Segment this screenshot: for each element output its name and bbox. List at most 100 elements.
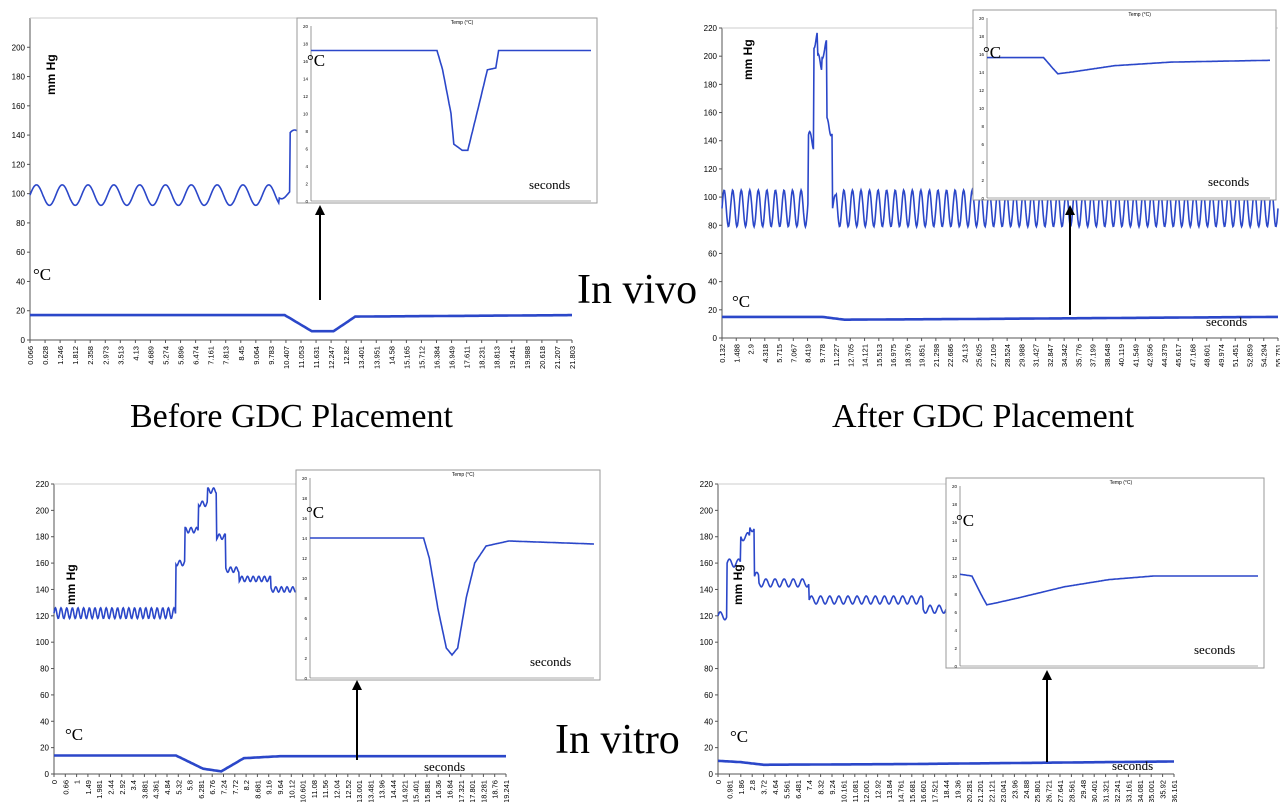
y-tick-label: 200: [12, 43, 26, 52]
x-tick-label: 9.16: [265, 780, 274, 795]
x-tick-label: 16.949: [448, 346, 457, 369]
x-tick-label: 45.617: [1174, 344, 1183, 367]
x-tick-label: 12.52: [344, 780, 353, 799]
x-tick-label: 13.001: [355, 780, 364, 802]
in-vitro-label: In vitro: [555, 717, 680, 763]
y-tick-label: 160: [700, 559, 714, 568]
x-tick-label: 14.921: [400, 780, 409, 802]
inset-y-tick-label: 8: [305, 129, 308, 134]
inset-seconds-label: seconds: [1208, 174, 1249, 189]
x-tick-label: 5.32: [174, 780, 183, 795]
x-tick-label: 18.76: [491, 780, 500, 799]
x-tick-label: 49.974: [1217, 344, 1226, 367]
x-tick-label: 13.84: [885, 780, 894, 799]
inset-y-tick-label: 16: [302, 516, 308, 521]
y-tick-label: 220: [700, 480, 714, 489]
x-tick-label: 1.86: [737, 780, 746, 795]
x-tick-label: 10.601: [299, 780, 308, 802]
x-tick-label: 29.48: [1079, 780, 1088, 799]
inset-y-tick-label: 20: [979, 16, 985, 21]
inset-y-tick-label: 14: [303, 77, 309, 82]
y-tick-label: 80: [40, 665, 49, 674]
y-tick-label: 180: [36, 533, 50, 542]
link-arrow-head: [1065, 205, 1075, 215]
x-tick-label: 28.561: [1067, 780, 1076, 802]
x-tick-label: 11.631: [312, 346, 321, 368]
chart-before-in-vivo: 0 20 40 60 80 100 120 140 160 180 200 0.066 0.628 1.2…: [0, 0, 598, 380]
x-tick-label: 15.681: [908, 780, 917, 802]
inset-y-tick-label: 0: [954, 664, 957, 669]
y-tick-label: 60: [704, 691, 713, 700]
inset-temperature-line: [959, 573, 1258, 606]
y-tick-label: 80: [708, 221, 717, 230]
x-tick-label: 17.801: [468, 780, 477, 802]
temperature-series-line: [717, 759, 1174, 767]
x-tick-label: 11.227: [832, 344, 841, 366]
x-tick-label: 2.44: [107, 780, 116, 795]
x-tick-label: 6.474: [192, 346, 201, 365]
x-tick-label: 20.618: [538, 346, 547, 369]
y-tick-label: 120: [36, 612, 50, 621]
inset-seconds-label: seconds: [529, 177, 570, 192]
x-tick-label: 35.001: [1147, 780, 1156, 802]
inset-frame: [296, 17, 598, 204]
y-tick-label: 80: [16, 219, 25, 228]
x-tick-label: 30.401: [1090, 780, 1099, 802]
x-tick-label: 22.686: [946, 344, 955, 367]
temperature-series-line: [54, 754, 506, 773]
x-tick-label: 1.812: [71, 346, 80, 365]
y-tick-label: 120: [700, 612, 714, 621]
x-tick-label: 0.981: [725, 780, 734, 799]
inset-temperature-line: [987, 56, 1270, 75]
x-tick-label: 14.761: [896, 780, 905, 802]
chart-before-in-vitro: 0 20 40 60 80 100 120 140 160 180 200 220 0 0.66 1 1.49…: [0, 469, 601, 802]
y-tick-label: 140: [700, 585, 714, 594]
x-tick-label: 8.45: [237, 346, 246, 361]
x-tick-label: 55.751: [1274, 344, 1280, 367]
inset-title: Temp (°C): [451, 20, 474, 26]
x-tick-label: 6.281: [197, 780, 206, 799]
y-tick-label: 140: [704, 137, 718, 146]
x-tick-label: 33.161: [1124, 780, 1133, 802]
y-tick-label: 20: [708, 306, 717, 315]
x-tick-label: 24.13: [960, 344, 969, 363]
y-tick-label: 100: [704, 193, 718, 202]
inset-y-tick-label: 12: [303, 94, 309, 99]
x-tick-label: 9.783: [267, 346, 276, 365]
x-tick-label: 13.401: [357, 346, 366, 369]
x-tick-label: 5.896: [177, 346, 186, 365]
chart-after-in-vivo: 0 20 40 60 80 100 120 140 160 180 200 220 0.132 1.488…: [690, 0, 1280, 380]
x-tick-label: 18.44: [942, 780, 951, 799]
inset-y-tick-label: 18: [979, 34, 985, 39]
x-tick-label: 13.481: [366, 780, 375, 802]
x-tick-label: 8.419: [804, 344, 813, 363]
inset-frame: [945, 477, 1265, 669]
x-tick-label: 0.132: [718, 344, 727, 363]
x-tick-label: 54.294: [1260, 344, 1269, 367]
inset-temp-label: °C: [983, 43, 1001, 62]
y-tick-label: 140: [36, 585, 50, 594]
inset-y-tick-label: 20: [952, 484, 958, 489]
inset-y-tick-label: 20: [302, 476, 308, 481]
x-tick-label: 27.641: [1056, 780, 1065, 802]
x-tick-label: 4.64: [771, 780, 780, 795]
x-tick-label: 12.247: [327, 346, 336, 369]
inset-y-tick-label: 14: [302, 536, 308, 541]
y-tick-label: 180: [704, 80, 718, 89]
temperature-series-line: [722, 315, 1278, 321]
x-tick-label: 16.36: [434, 780, 443, 799]
x-tick-label: 12.04: [333, 780, 342, 799]
x-tick-label: 8.2: [242, 780, 251, 790]
x-tick-label: 16.601: [919, 780, 928, 802]
x-tick-label: 48.601: [1203, 344, 1212, 367]
seconds-label: seconds: [1112, 758, 1153, 773]
inset-y-tick-label: 14: [979, 70, 985, 75]
x-tick-label: 8.681: [253, 780, 262, 799]
x-tick-label: 36.161: [1170, 780, 1179, 802]
inset-y-tick-label: 12: [979, 88, 985, 93]
link-arrow-head: [315, 205, 325, 215]
y-tick-label: 220: [36, 480, 50, 489]
y-tick-label: 160: [12, 102, 26, 111]
inset-seconds-label: seconds: [1194, 642, 1235, 657]
